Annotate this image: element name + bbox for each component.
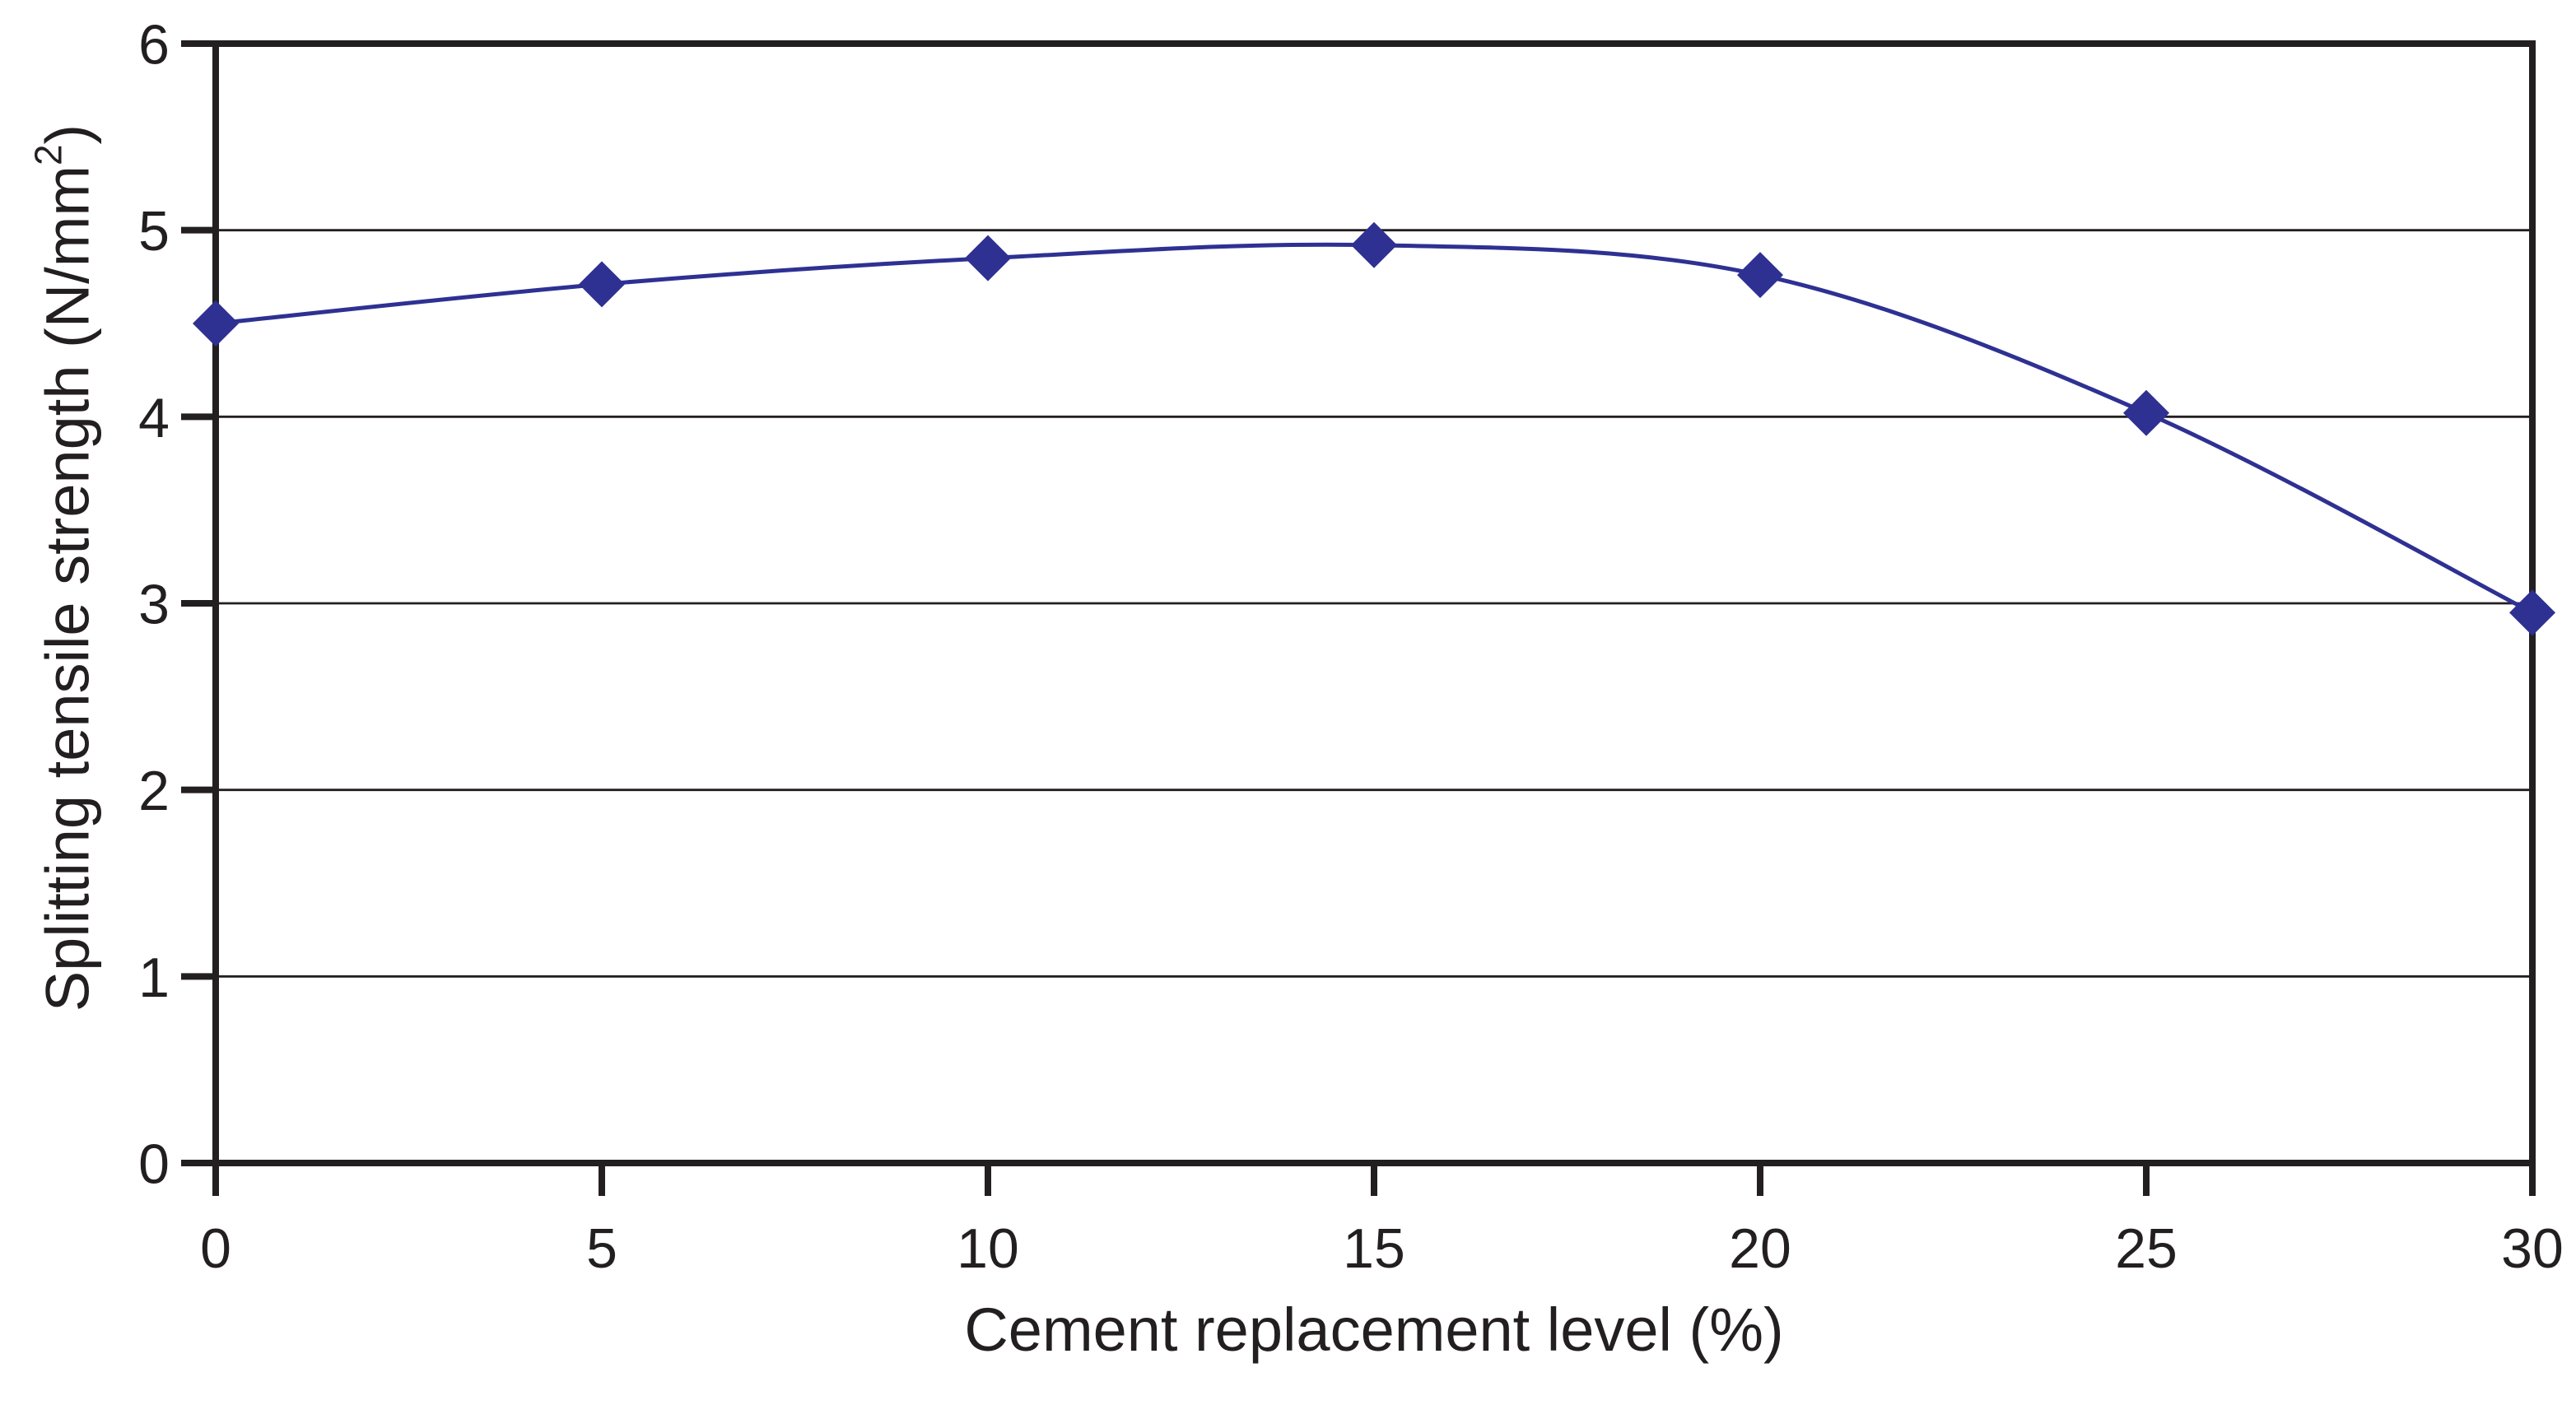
data-point-marker <box>2509 589 2555 636</box>
data-point-marker <box>579 261 625 308</box>
data-point-marker <box>1351 221 1397 268</box>
x-tick-label: 20 <box>1729 1217 1791 1280</box>
y-tick-label: 4 <box>138 387 170 449</box>
y-axis-title-superscript: 2 <box>26 144 70 165</box>
x-tick-label: 15 <box>1343 1217 1405 1280</box>
y-tick-label: 3 <box>138 573 170 635</box>
data-point-marker <box>1737 252 1783 299</box>
x-tick-label: 25 <box>2115 1217 2178 1280</box>
x-tick-label: 0 <box>200 1217 231 1280</box>
x-axis-title: Cement replacement level (%) <box>964 1296 1784 1364</box>
y-tick-label: 2 <box>138 760 170 822</box>
y-tick-label: 6 <box>138 13 170 76</box>
y-tick-label: 1 <box>138 947 170 1009</box>
data-point-marker <box>193 300 239 347</box>
y-axis-title-text: Splitting tensile strength (N/mm <box>33 165 102 1012</box>
y-axis-title: Splitting tensile strength (N/mm2) <box>27 123 103 1012</box>
x-tick-label: 30 <box>2501 1217 2564 1280</box>
y-tick-label: 0 <box>138 1133 170 1195</box>
x-tick-label: 10 <box>957 1217 1019 1280</box>
data-point-marker <box>965 235 1011 281</box>
data-line <box>215 242 2534 615</box>
y-axis-title-close-paren: ) <box>33 123 102 145</box>
y-tick-label: 5 <box>138 200 170 263</box>
x-tick-label: 5 <box>586 1217 617 1280</box>
data-point-marker <box>2123 389 2169 436</box>
